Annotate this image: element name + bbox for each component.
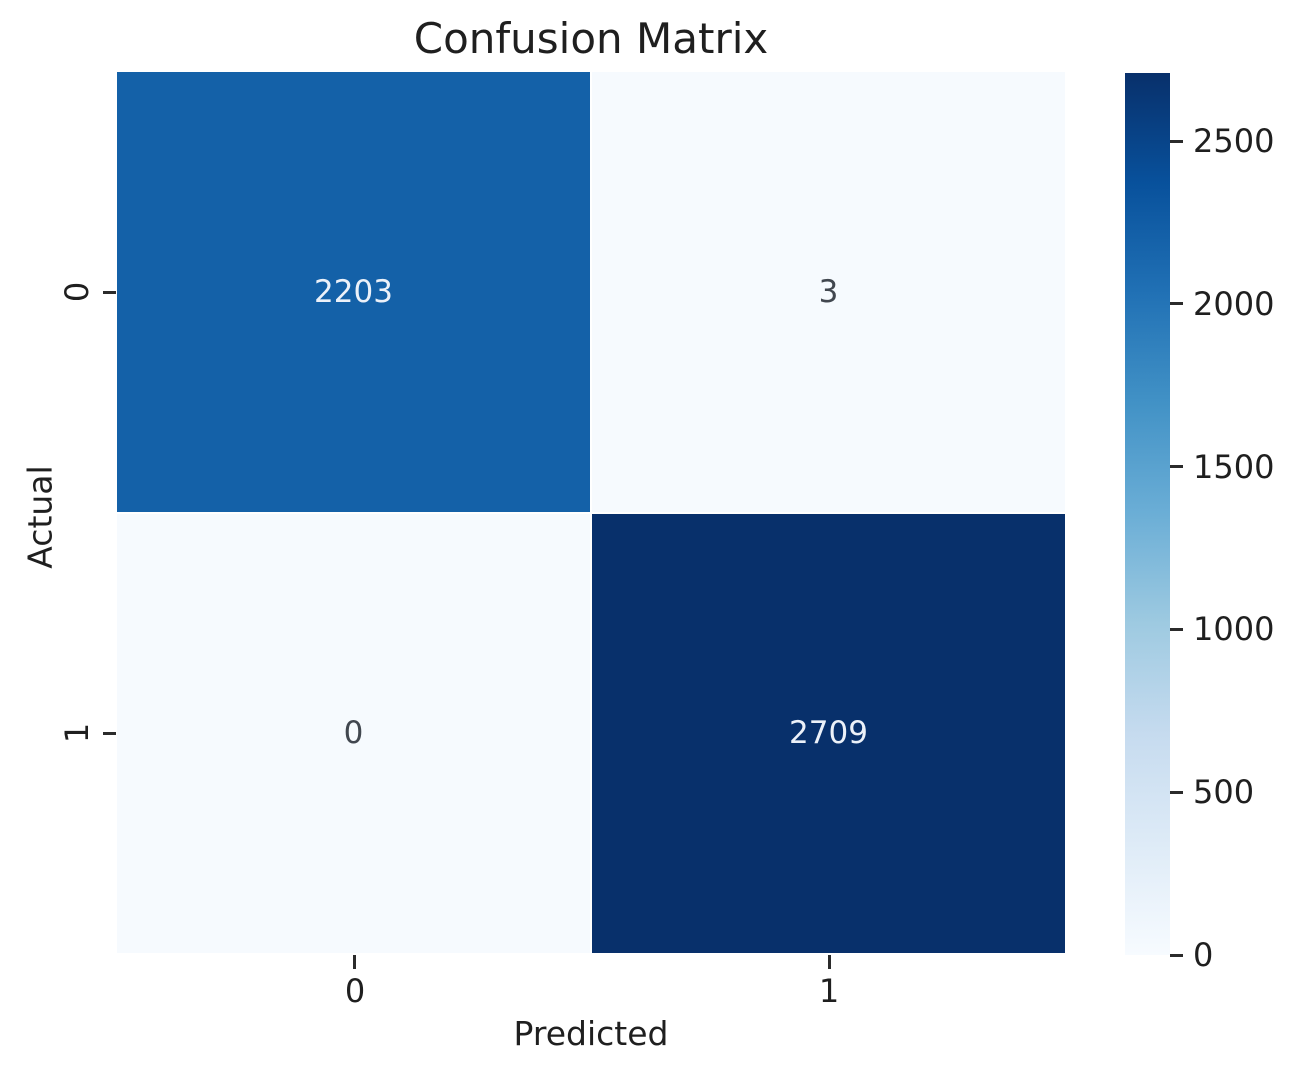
heatmap-cell-actual1-pred0: 0 [117,513,590,953]
x-tick-mark-0 [353,955,356,969]
y-tick-label-0: 0 [58,281,96,303]
x-tick-label-1: 1 [818,972,840,1010]
colorbar-tick-mark [1170,790,1183,794]
x-tick-label-0: 0 [344,972,366,1010]
colorbar-tick-mark [1170,953,1183,957]
x-axis-label: Predicted [513,1014,669,1053]
colorbar-tick-mark [1170,139,1183,143]
y-axis-label: Actual [20,465,60,569]
colorbar-tick-label: 1000 [1193,610,1275,649]
chart-title: Confusion Matrix [413,14,769,63]
colorbar-tick-3: 1500 [1170,451,1274,483]
colorbar-tick-label: 2500 [1193,122,1275,161]
heatmap-cell-actual1-pred1: 2709 [592,513,1065,953]
y-tick-mark-1 [103,732,116,735]
colorbar-tick-1: 500 [1170,776,1254,808]
y-tick-label-1: 1 [58,722,96,744]
heatmap-cell-actual0-pred0: 2203 [117,72,590,512]
colorbar-tick-5: 2500 [1170,125,1274,157]
y-tick-mark-0 [103,291,116,294]
colorbar-tick-mark [1170,302,1183,306]
colorbar-tick-4: 2000 [1170,288,1274,320]
heatmap-cell-actual0-pred1: 3 [592,72,1065,512]
colorbar-tick-label: 0 [1193,936,1214,974]
colorbar-tick-0: 0 [1170,939,1213,971]
heatmap-grid: 2203 3 0 2709 [117,72,1065,953]
colorbar-tick-label: 2000 [1193,284,1275,323]
colorbar-tick-label: 500 [1193,773,1255,812]
colorbar-gradient [1125,73,1170,955]
colorbar-tick-label: 1500 [1193,447,1275,486]
colorbar-tick-2: 1000 [1170,613,1274,645]
x-tick-mark-1 [828,955,831,969]
colorbar-ticks: 0 500 1000 1500 2000 2500 [1170,73,1296,971]
colorbar-tick-mark [1170,465,1183,469]
colorbar-tick-mark [1170,627,1183,631]
